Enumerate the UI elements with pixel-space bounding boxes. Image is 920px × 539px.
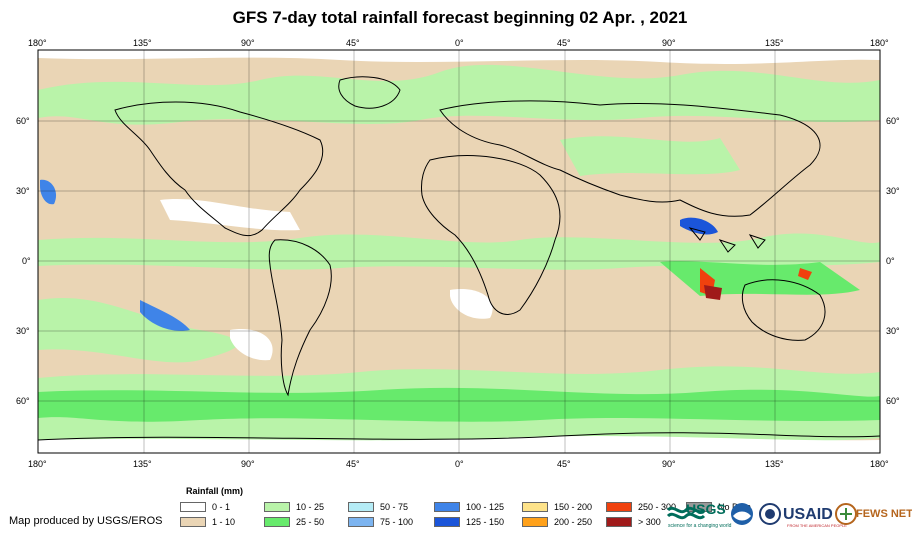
svg-text:FROM THE AMERICAN PEOPLE: FROM THE AMERICAN PEOPLE xyxy=(787,523,847,528)
australia xyxy=(741,279,826,341)
rain-cell-northpacific xyxy=(40,179,57,205)
graticule xyxy=(38,50,880,453)
legend-item: 200 - 250 xyxy=(522,517,592,527)
legend-swatch xyxy=(180,502,206,512)
lon-label-bottom: 45° xyxy=(346,459,360,469)
legend-swatch xyxy=(348,502,374,512)
lon-label-bottom: 0° xyxy=(455,459,464,469)
lat-label-right: 60° xyxy=(886,116,900,126)
legend-swatch xyxy=(180,517,206,527)
lat-label-right: 0° xyxy=(886,256,895,266)
legend-swatch xyxy=(434,517,460,527)
legend-item: 50 - 75 xyxy=(348,502,408,512)
svg-text:USAID: USAID xyxy=(783,506,833,523)
rain-band-spcz xyxy=(38,297,238,363)
indonesia xyxy=(688,227,766,253)
logo-strip: USGS science for a changing world USAID … xyxy=(666,501,912,529)
greenland xyxy=(338,76,401,109)
lat-label-right: 60° xyxy=(886,396,900,406)
lon-label-top: 180° xyxy=(870,38,889,48)
legend-item: 25 - 50 xyxy=(264,517,324,527)
lon-label-top: 90° xyxy=(241,38,255,48)
legend-item: 125 - 150 xyxy=(434,517,504,527)
antarctica-coast xyxy=(38,432,880,441)
svg-text:science for a changing world: science for a changing world xyxy=(668,523,732,529)
usgs-logo: USGS science for a changing world xyxy=(666,501,732,529)
usaid-seal-logo xyxy=(759,503,781,525)
legend-swatch xyxy=(522,502,548,512)
legend-swatch xyxy=(522,517,548,527)
rain-cell-australia-core xyxy=(704,285,722,300)
africa xyxy=(421,155,561,315)
lon-label-bottom: 180° xyxy=(28,459,47,469)
dry-southeastpacific xyxy=(230,329,273,361)
lon-label-bottom: 135° xyxy=(765,459,784,469)
lon-label-top: 45° xyxy=(557,38,571,48)
lon-label-bottom: 90° xyxy=(241,459,255,469)
rain-cell-pacific xyxy=(140,300,190,331)
dry-southatlantic xyxy=(450,289,493,319)
legend-item: 10 - 25 xyxy=(264,502,324,512)
lat-label-left: 60° xyxy=(16,396,30,406)
lon-label-bottom: 90° xyxy=(662,459,676,469)
lon-label-top: 135° xyxy=(133,38,152,48)
lon-label-bottom: 45° xyxy=(557,459,571,469)
lat-label-right: 30° xyxy=(886,186,900,196)
map-frame xyxy=(37,49,881,454)
legend-swatch xyxy=(606,517,632,527)
legend-swatch xyxy=(606,502,632,512)
eurasia xyxy=(439,100,821,217)
lat-label-left: 0° xyxy=(22,256,31,266)
legend-item: 150 - 200 xyxy=(522,502,592,512)
lon-label-top: 180° xyxy=(28,38,47,48)
lon-label-bottom: 135° xyxy=(133,459,152,469)
rain-band-asia xyxy=(560,136,740,176)
fewsnet-logo: FEWS NET xyxy=(835,503,912,525)
legend-item: 100 - 125 xyxy=(434,502,504,512)
legend-swatch xyxy=(264,502,290,512)
svg-text:USGS: USGS xyxy=(686,501,726,517)
usaid-logo: USAID FROM THE AMERICAN PEOPLE xyxy=(783,506,847,528)
legend-item: 1 - 10 xyxy=(180,517,235,527)
legend-item: 0 - 1 xyxy=(180,502,230,512)
legend-title: Rainfall (mm) xyxy=(186,486,244,496)
dry-eastpacific xyxy=(160,198,300,231)
producer-credit: Map produced by USGS/EROS xyxy=(9,515,163,527)
rain-cell-pacific-east xyxy=(798,268,812,280)
south-america xyxy=(268,239,332,397)
lon-label-top: 135° xyxy=(765,38,784,48)
legend-item: 250 - 300 xyxy=(606,502,676,512)
lat-label-right: 30° xyxy=(886,326,900,336)
legend-swatch xyxy=(348,517,374,527)
svg-text:FEWS NET: FEWS NET xyxy=(856,508,912,520)
north-america xyxy=(114,101,324,237)
coastlines xyxy=(38,76,880,441)
lat-label-left: 30° xyxy=(16,186,30,196)
lon-label-top: 90° xyxy=(662,38,676,48)
legend-swatch xyxy=(264,517,290,527)
map-title: GFS 7-day total rainfall forecast beginn… xyxy=(232,8,688,27)
lat-label-left: 60° xyxy=(16,116,30,126)
lon-label-top: 0° xyxy=(455,38,464,48)
legend-swatch xyxy=(434,502,460,512)
lat-label-left: 30° xyxy=(16,326,30,336)
legend-item: 75 - 100 xyxy=(348,517,413,527)
legend-item: > 300 xyxy=(606,517,661,527)
noaa-logo xyxy=(731,503,753,525)
lon-label-bottom: 180° xyxy=(870,459,889,469)
lon-label-top: 45° xyxy=(346,38,360,48)
rain-cell-indonesia xyxy=(680,217,718,235)
